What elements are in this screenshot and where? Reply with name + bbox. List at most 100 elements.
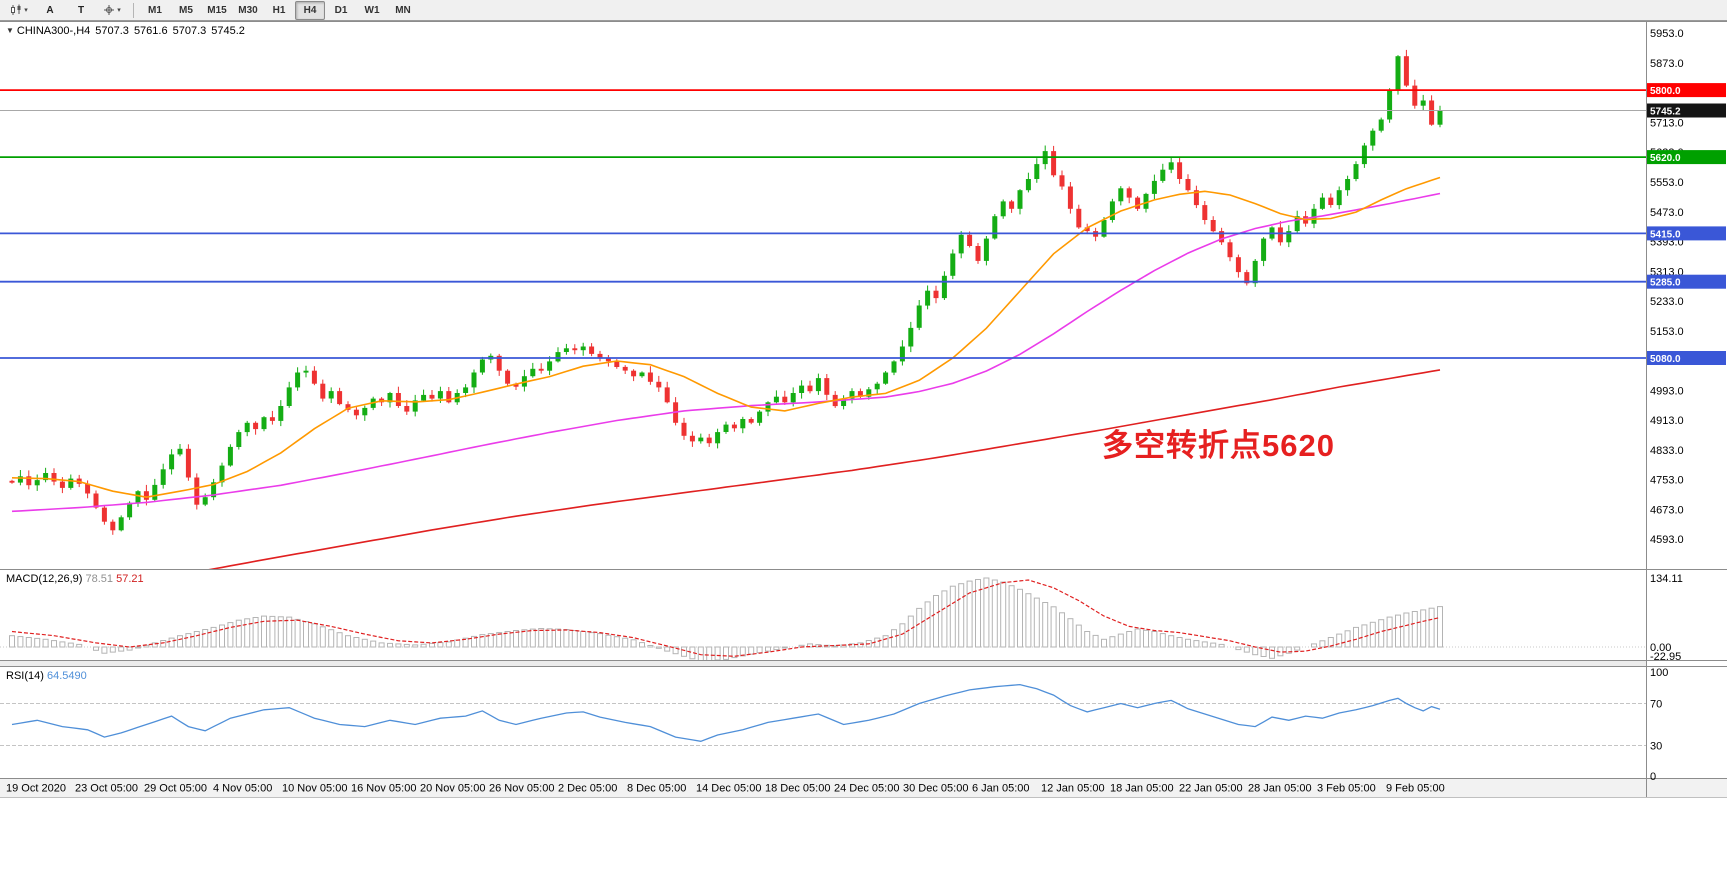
time-axis-label: 6 Jan 05:00 — [972, 783, 1030, 795]
macd-histogram-bar — [655, 646, 662, 649]
price-tag-5800.0: 5800.0 — [1647, 83, 1726, 98]
candle-body — [1017, 190, 1023, 209]
candle-body — [866, 389, 872, 397]
macd-histogram-bar — [538, 628, 545, 648]
candle-body — [933, 290, 939, 299]
macd-histogram-bar — [336, 632, 343, 648]
candle-body — [1067, 186, 1073, 209]
candle-body — [160, 469, 166, 485]
candle-body — [815, 378, 821, 392]
timeframe-m15-button[interactable]: M15 — [207, 4, 227, 16]
macd-histogram-bar — [487, 633, 494, 648]
candle-body — [1160, 169, 1166, 181]
price-axis-scale[interactable] — [1647, 21, 1727, 797]
macd-histogram-bar — [135, 646, 141, 649]
svg-text:5285.0: 5285.0 — [1650, 278, 1681, 289]
candle-body — [152, 484, 158, 500]
time-axis-label: 28 Jan 05:00 — [1248, 783, 1312, 795]
macd-histogram-bar — [697, 646, 704, 661]
macd-histogram-bar — [891, 629, 897, 648]
macd-histogram-bar — [1084, 631, 1091, 648]
ohlc-high: 5761.6 — [133, 25, 168, 37]
macd-histogram-bar — [1134, 628, 1141, 648]
rsi-axis-label: 100 — [1650, 667, 1668, 679]
price-axis-label: 4913.0 — [1650, 415, 1684, 427]
macd-histogram-bar — [941, 590, 948, 648]
candle-body — [429, 394, 435, 399]
macd-histogram-bar — [202, 629, 209, 648]
timeframe-h1-button[interactable]: H1 — [272, 4, 286, 16]
macd-histogram-bar — [1185, 638, 1191, 648]
candle-body — [689, 435, 695, 442]
tool-text-t-button[interactable]: T — [66, 1, 96, 20]
macd-histogram-bar — [1101, 638, 1107, 648]
candle-body — [513, 383, 519, 387]
macd-indicator-label: MACD(12,26,9) 78.51 57.21 — [6, 573, 144, 585]
candle-body — [1168, 162, 1174, 170]
macd-histogram-bar — [521, 629, 528, 648]
candle-body — [1135, 197, 1141, 209]
collapse-triangle-icon[interactable]: ▼ — [6, 26, 14, 35]
ohlc-close: 5745.2 — [211, 25, 245, 37]
macd-histogram-bar — [17, 636, 24, 648]
macd-histogram-bar — [647, 645, 654, 648]
candle-body — [1219, 231, 1225, 243]
candle-body — [404, 406, 410, 412]
timeframe-h4-button[interactable]: H4 — [295, 0, 325, 20]
toolbar-tools-group: ▾ A T ▾ — [4, 1, 127, 20]
svg-text:5800.0: 5800.0 — [1650, 86, 1681, 97]
macd-axis-label: 0.00 — [1650, 642, 1671, 654]
candle-body — [992, 216, 998, 239]
candle-body — [1051, 151, 1057, 176]
rsi-line — [11, 683, 1441, 742]
timeframe-m30-button[interactable]: M30 — [238, 4, 258, 16]
candle-body — [1378, 119, 1384, 131]
candle-body — [1177, 162, 1183, 179]
macd-histogram-bar — [664, 646, 671, 652]
macd-histogram-bar — [1143, 629, 1149, 648]
timeframe-w1-button[interactable]: W1 — [364, 4, 380, 16]
timeframe-m5-button[interactable]: M5 — [179, 4, 193, 16]
candle-body — [1387, 89, 1393, 120]
chart-annotation-text[interactable]: 多空转折点5620 — [1102, 428, 1335, 463]
macd-histogram-bar — [1285, 646, 1292, 654]
macd-histogram-bar — [59, 641, 66, 648]
price-axis-label: 5953.0 — [1650, 28, 1684, 40]
tool-text-a-button[interactable]: A — [35, 1, 65, 20]
candle-body — [614, 361, 620, 367]
price-axis-label: 5473.0 — [1650, 207, 1684, 219]
macd-histogram-bar — [571, 630, 578, 648]
candle-body — [110, 521, 116, 531]
macd-histogram-bar — [924, 601, 931, 648]
candle-body — [1000, 201, 1006, 217]
candle-body — [1202, 205, 1208, 220]
macd-histogram-bar — [387, 642, 393, 648]
macd-histogram-bar — [513, 630, 519, 648]
panel-splitter[interactable] — [0, 661, 1646, 666]
chart-plot-area[interactable] — [0, 22, 1646, 778]
timeframe-m1-button[interactable]: M1 — [148, 4, 162, 16]
svg-text:5620.0: 5620.0 — [1650, 153, 1681, 164]
time-axis-scale[interactable] — [0, 779, 1646, 798]
macd-histogram-bar — [118, 646, 125, 652]
candle-body — [244, 422, 250, 433]
candle-body — [1126, 188, 1132, 198]
candle-body — [664, 387, 670, 403]
toolbar: ▾ A T ▾ M1 M5 M15 M30 H1 H4 D1 W1 MN — [0, 0, 1727, 21]
macd-histogram-bar — [193, 631, 200, 648]
rsi-axis-label: 30 — [1650, 741, 1662, 753]
candle-body — [101, 507, 107, 522]
candle-body — [1429, 100, 1435, 125]
candle-body — [261, 417, 267, 430]
macd-histogram-bar — [1420, 609, 1427, 648]
timeframe-d1-button[interactable]: D1 — [334, 4, 348, 16]
timeframe-mn-button[interactable]: MN — [395, 4, 411, 16]
candle-body — [740, 419, 746, 429]
tool-cursor-button[interactable]: ▾ — [97, 1, 127, 20]
macd-histogram-bar — [613, 636, 620, 648]
time-axis-label: 9 Feb 05:00 — [1386, 783, 1445, 795]
candle-body — [589, 346, 595, 354]
macd-histogram-bar — [244, 618, 251, 648]
tool-chart-commands-button[interactable]: ▾ — [4, 1, 34, 20]
candle-body — [790, 393, 796, 403]
